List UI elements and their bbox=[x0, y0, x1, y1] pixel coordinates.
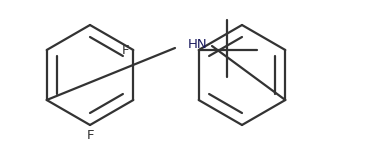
Text: F: F bbox=[86, 129, 94, 142]
Text: F: F bbox=[122, 43, 129, 57]
Text: HN: HN bbox=[188, 38, 207, 51]
